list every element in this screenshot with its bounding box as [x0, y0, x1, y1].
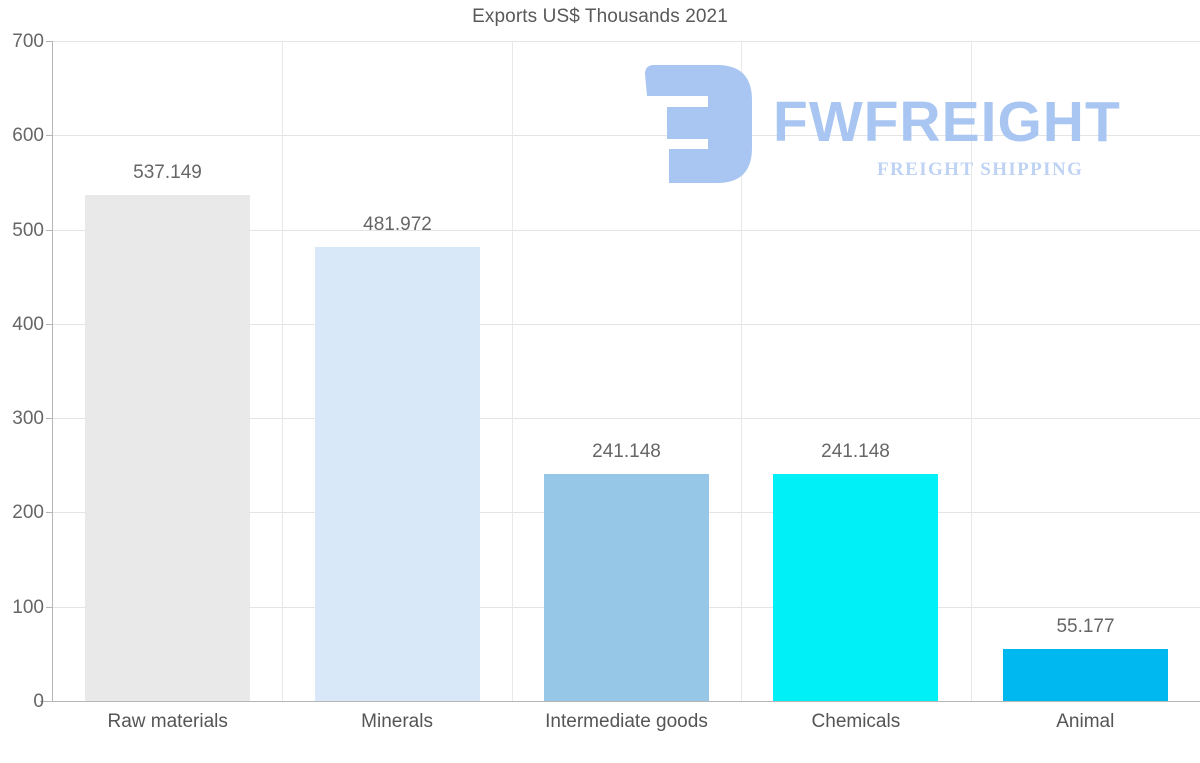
bar-intermediate-goods[interactable] [544, 473, 709, 701]
gridline-vertical [512, 41, 513, 701]
bar-value-label: 241.148 [821, 440, 890, 462]
gridline-horizontal [53, 323, 1200, 325]
bar-value-label: 537.149 [133, 161, 202, 183]
y-axis-tick-label: 200 [12, 502, 44, 524]
gridline-horizontal [53, 135, 1200, 137]
gridline-horizontal [53, 418, 1200, 420]
gridline-horizontal [53, 41, 1200, 42]
bar-value-label: 241.148 [592, 440, 661, 462]
bar-minerals[interactable] [315, 246, 480, 701]
x-axis-label-intermediate-goods: Intermediate goods [545, 711, 708, 732]
x-axis-label-minerals: Minerals [361, 711, 433, 732]
bar-value-label: 481.972 [363, 213, 432, 235]
y-axis-line [52, 41, 53, 701]
y-axis-tick [46, 229, 53, 231]
x-axis-label-animal: Animal [1056, 711, 1115, 732]
gridline-horizontal [53, 229, 1200, 231]
x-axis-line [40, 701, 1200, 702]
gridline-vertical [971, 41, 972, 701]
y-axis-tick-label: 600 [12, 125, 44, 147]
y-axis-tick [46, 701, 53, 702]
y-axis-tick [46, 418, 53, 420]
y-axis-tick [46, 606, 53, 608]
bar-chemicals[interactable] [773, 473, 938, 701]
bar-raw-materials[interactable] [85, 194, 250, 701]
gridline-vertical [741, 41, 742, 701]
y-axis-tick-label: 700 [12, 31, 44, 52]
bar-value-label: 55.177 [1056, 615, 1115, 637]
y-axis-tick-label: 300 [12, 408, 44, 430]
y-axis-tick [46, 135, 53, 137]
y-axis-tick [46, 512, 53, 514]
y-axis-tick [46, 41, 53, 42]
gridline-vertical [282, 41, 283, 701]
y-axis-tick-label: 400 [12, 313, 44, 335]
y-axis-tick-label: 500 [12, 219, 44, 241]
y-axis-labels: 0 100 200 300 400 500 600 700 [0, 0, 44, 763]
y-axis-tick-label: 100 [12, 596, 44, 618]
x-axis-label-raw-materials: Raw materials [107, 711, 228, 732]
chart-title: Exports US$ Thousands 2021 [472, 6, 728, 27]
bar-animal[interactable] [1003, 648, 1168, 701]
x-axis-label-chemicals: Chemicals [811, 711, 901, 732]
y-axis-tick-label: 0 [33, 691, 44, 712]
y-axis-tick [46, 323, 53, 325]
